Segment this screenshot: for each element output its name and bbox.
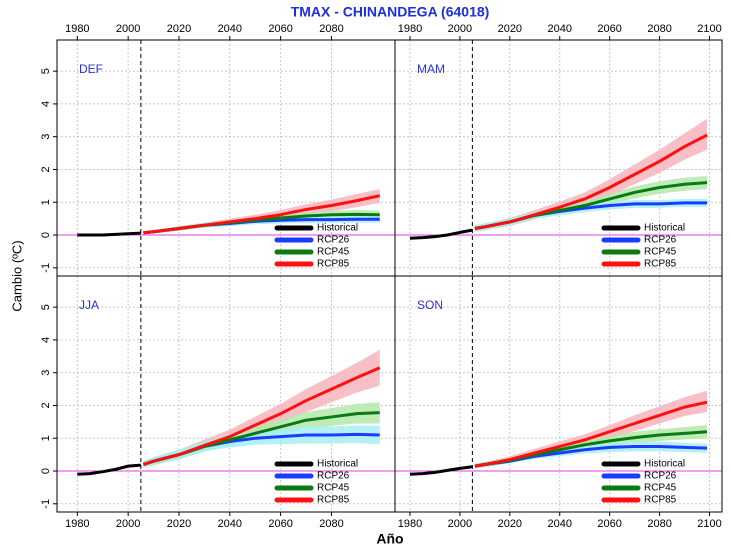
x-tick-label: 2060 (268, 23, 292, 35)
legend-label: Historical (317, 459, 358, 470)
legend-label: Historical (317, 223, 358, 234)
series-line (142, 366, 381, 466)
series-line (474, 133, 708, 230)
y-tick-label: 1 (40, 199, 52, 205)
legend-label: RCP45 (644, 483, 677, 494)
y-tick-label: 5 (40, 68, 52, 74)
band (474, 118, 708, 232)
legend-label: RCP26 (644, 235, 677, 246)
legend-label: RCP26 (317, 471, 350, 482)
x-tick-label: 2100 (697, 23, 721, 35)
series-line (77, 463, 141, 476)
panel-label: SON (417, 298, 443, 312)
y-tick-label: 2 (40, 166, 52, 172)
y-tick-label: 4 (40, 101, 52, 107)
y-tick-label: 2 (40, 402, 52, 408)
x-tick-label: 2020 (167, 518, 191, 530)
x-tick-label: 1980 (398, 23, 422, 35)
y-tick-label: 0 (40, 468, 52, 474)
y-tick-label: 1 (40, 435, 52, 441)
x-tick-label: 2060 (597, 518, 621, 530)
panel (57, 276, 395, 512)
legend-label: Historical (644, 223, 685, 234)
x-tick-label: 2000 (448, 23, 472, 35)
x-tick-label: 2100 (697, 518, 721, 530)
panel-label: DEF (79, 62, 103, 76)
series-line (409, 465, 473, 476)
chart-title: TMAX - CHINANDEGA (64018) (291, 4, 490, 20)
x-tick-label: 2000 (116, 518, 140, 530)
legend-label: RCP85 (644, 259, 677, 270)
x-tick-label: 1980 (65, 518, 89, 530)
y-tick-label: 5 (40, 304, 52, 310)
x-tick-label: 2060 (268, 518, 292, 530)
x-tick-label: 2020 (498, 23, 522, 35)
x-tick-label: 2040 (548, 23, 572, 35)
panel (57, 40, 395, 276)
legend-label: RCP45 (317, 483, 350, 494)
x-tick-label: 2080 (647, 518, 671, 530)
band (474, 198, 708, 232)
x-tick-label: 2020 (498, 518, 522, 530)
x-tick-label: 2000 (116, 23, 140, 35)
legend-label: RCP26 (644, 471, 677, 482)
band (474, 441, 708, 469)
x-tick-label: 2000 (448, 518, 472, 530)
series-line (409, 228, 473, 240)
x-tick-label: 1980 (65, 23, 89, 35)
panel-label: JJA (79, 298, 99, 312)
panel-border (394, 275, 723, 513)
x-tick-label: 2080 (647, 23, 671, 35)
y-tick-label: 3 (40, 370, 52, 376)
x-tick-label: 2040 (218, 23, 242, 35)
y-axis-label: Cambio (ºC) (9, 240, 24, 311)
x-tick-label: 2020 (167, 23, 191, 35)
band (474, 390, 708, 469)
legend-label: RCP26 (317, 235, 350, 246)
legend-label: RCP85 (644, 495, 677, 506)
y-tick-label: 4 (40, 337, 52, 343)
x-tick-label: 2080 (319, 518, 343, 530)
legend-label: RCP85 (317, 259, 350, 270)
series-line (143, 194, 381, 235)
legend-label: RCP85 (317, 495, 350, 506)
panel (395, 40, 722, 276)
x-tick-label: 2060 (597, 23, 621, 35)
y-tick-label: 0 (40, 232, 52, 238)
y-tick-label: 3 (40, 134, 52, 140)
x-tick-label: 2040 (548, 518, 572, 530)
panel (395, 276, 722, 512)
legend-label: RCP45 (644, 247, 677, 258)
y-tick-label: -1 (40, 499, 52, 509)
series-line (474, 400, 708, 468)
x-tick-label: 2080 (319, 23, 343, 35)
legend-label: RCP45 (317, 247, 350, 258)
x-axis-label: Año (376, 531, 403, 547)
x-tick-label: 2040 (218, 518, 242, 530)
y-tick-label: -1 (40, 263, 52, 273)
legend-label: Historical (644, 459, 685, 470)
series-line (77, 231, 141, 237)
panel-label: MAM (417, 62, 445, 76)
x-tick-label: 1980 (398, 518, 422, 530)
